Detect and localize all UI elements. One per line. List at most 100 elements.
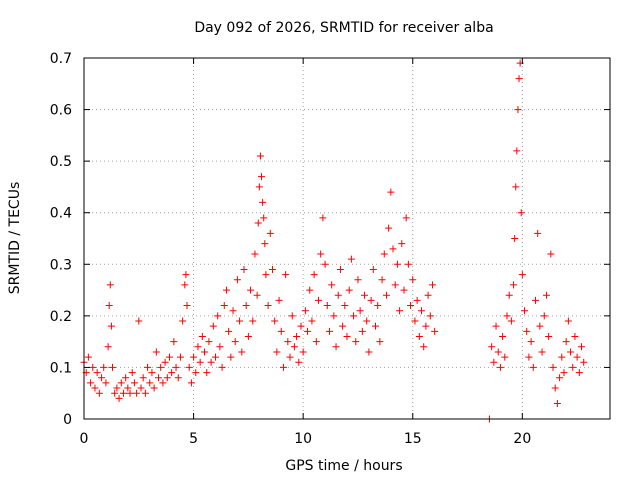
data-point bbox=[105, 302, 113, 310]
data-point bbox=[231, 338, 239, 346]
y-tick-label: 0 bbox=[63, 412, 72, 428]
data-point bbox=[549, 363, 557, 371]
data-point bbox=[418, 307, 426, 315]
data-point bbox=[222, 286, 230, 294]
data-point bbox=[262, 271, 270, 279]
data-point bbox=[564, 317, 572, 325]
data-point bbox=[229, 307, 237, 315]
data-point bbox=[271, 317, 279, 325]
data-point bbox=[330, 312, 338, 320]
data-point bbox=[345, 286, 353, 294]
data-point bbox=[297, 322, 305, 330]
data-point bbox=[512, 183, 520, 191]
data-point bbox=[190, 353, 198, 361]
data-point bbox=[407, 302, 415, 310]
data-point bbox=[542, 291, 550, 299]
data-point bbox=[176, 353, 184, 361]
data-point bbox=[209, 322, 217, 330]
data-point bbox=[400, 286, 408, 294]
data-point bbox=[521, 307, 529, 315]
data-point bbox=[288, 312, 296, 320]
data-point bbox=[238, 348, 246, 356]
data-point bbox=[501, 353, 509, 361]
data-point bbox=[117, 379, 125, 387]
data-point bbox=[536, 322, 544, 330]
data-point bbox=[361, 291, 369, 299]
data-point bbox=[517, 209, 525, 217]
data-point bbox=[113, 384, 121, 392]
data-point bbox=[391, 281, 399, 289]
data-point bbox=[323, 302, 331, 310]
data-point bbox=[139, 374, 147, 382]
data-point bbox=[144, 363, 152, 371]
data-point bbox=[293, 332, 301, 340]
data-point bbox=[398, 240, 406, 248]
data-point bbox=[312, 338, 320, 346]
data-point bbox=[256, 152, 264, 160]
data-point bbox=[244, 332, 252, 340]
data-point bbox=[420, 343, 428, 351]
data-point bbox=[126, 389, 134, 397]
plot-frame bbox=[83, 57, 611, 420]
data-point bbox=[148, 369, 156, 377]
y-tick-label: 0.1 bbox=[50, 360, 72, 376]
data-point bbox=[87, 379, 95, 387]
data-points bbox=[80, 59, 588, 423]
data-point bbox=[124, 384, 132, 392]
data-point bbox=[306, 286, 314, 294]
data-point bbox=[214, 312, 222, 320]
data-point bbox=[515, 75, 523, 83]
x-tick-label: 15 bbox=[404, 431, 422, 447]
data-point bbox=[496, 363, 504, 371]
data-point bbox=[426, 312, 434, 320]
data-point bbox=[286, 353, 294, 361]
data-point bbox=[367, 296, 375, 304]
data-point bbox=[378, 276, 386, 284]
data-point bbox=[268, 265, 276, 273]
y-tick-label: 0.3 bbox=[50, 257, 72, 273]
data-point bbox=[201, 348, 209, 356]
data-point bbox=[295, 358, 303, 366]
data-point bbox=[254, 219, 262, 227]
data-point bbox=[402, 214, 410, 222]
data-point bbox=[514, 106, 522, 114]
data-point bbox=[575, 369, 583, 377]
data-point bbox=[128, 369, 136, 377]
data-point bbox=[203, 369, 211, 377]
data-point bbox=[424, 291, 432, 299]
data-point bbox=[277, 327, 285, 335]
data-point bbox=[253, 291, 261, 299]
data-point bbox=[182, 271, 190, 279]
data-point bbox=[227, 353, 235, 361]
data-point bbox=[488, 343, 496, 351]
data-point bbox=[492, 322, 500, 330]
data-point bbox=[236, 317, 244, 325]
data-point bbox=[174, 374, 182, 382]
data-point bbox=[141, 389, 149, 397]
data-point bbox=[352, 338, 360, 346]
data-point bbox=[571, 332, 579, 340]
data-point bbox=[505, 291, 513, 299]
x-tick-label: 20 bbox=[513, 431, 531, 447]
data-point bbox=[511, 235, 519, 242]
data-point bbox=[393, 260, 401, 268]
data-point bbox=[165, 353, 173, 361]
data-point bbox=[560, 369, 568, 377]
data-point bbox=[240, 265, 248, 273]
data-point bbox=[525, 353, 533, 361]
data-point bbox=[527, 338, 535, 346]
data-point bbox=[185, 363, 193, 371]
data-point bbox=[382, 291, 390, 299]
data-point bbox=[301, 307, 309, 315]
data-point bbox=[161, 358, 169, 366]
data-point bbox=[220, 302, 228, 310]
data-point bbox=[135, 317, 143, 325]
data-point bbox=[531, 296, 539, 304]
data-point bbox=[196, 358, 204, 366]
data-point bbox=[152, 348, 160, 356]
tick-labels: 0 0.1 0.2 0.3 0.4 0.5 0.6 0.7 0 5 10 15 20 bbox=[50, 51, 532, 447]
data-point bbox=[308, 317, 316, 325]
data-point bbox=[341, 302, 349, 310]
data-point bbox=[569, 363, 577, 371]
data-point bbox=[389, 245, 397, 253]
